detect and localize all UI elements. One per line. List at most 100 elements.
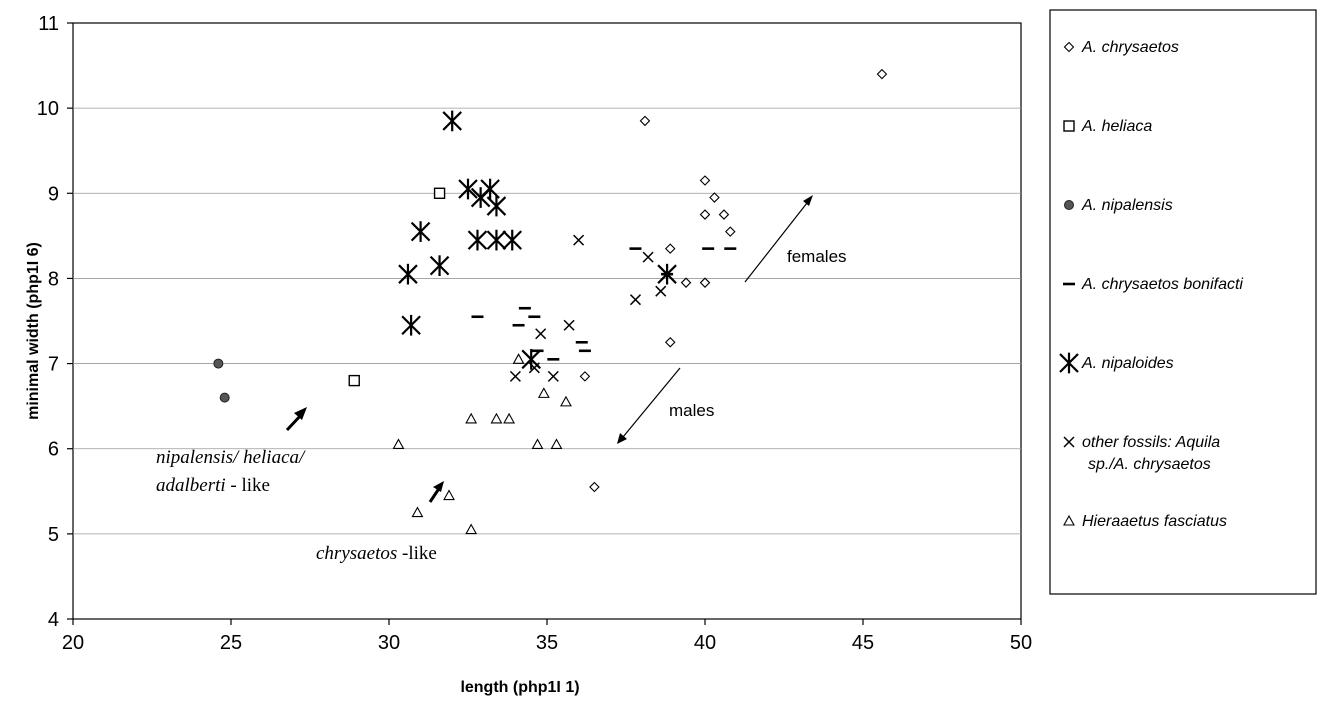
gridlines	[73, 107, 1021, 535]
point-x	[573, 234, 585, 246]
point-diamond	[725, 226, 736, 237]
chrysaetos-like-label: chrysaetos -like	[316, 543, 437, 564]
point-square	[433, 187, 446, 199]
legend-symbol-circle	[1064, 200, 1074, 210]
point-diamond	[579, 371, 591, 382]
point-diamond	[699, 175, 711, 186]
point-asterisk	[458, 178, 478, 200]
chrysaetos-like-arrowhead	[433, 481, 444, 492]
x-tick-label: 45	[852, 632, 874, 654]
legend-label: A. heliaca	[1081, 118, 1152, 135]
point-asterisk	[410, 221, 431, 242]
y-tick-label: 8	[48, 268, 59, 290]
legend-label-line2: sp./A. chrysaetos	[1088, 456, 1211, 473]
legend: A. chrysaetos A. heliaca A. nipalensis A. c…	[1059, 39, 1243, 530]
point-diamond	[639, 115, 651, 127]
point-triangle	[550, 438, 563, 450]
legend-label: A. nipaloides	[1081, 355, 1174, 372]
y-tick-label: 6	[48, 439, 59, 461]
x-tick-label: 40	[694, 632, 716, 654]
point-diamond	[664, 243, 676, 254]
point-diamond	[699, 209, 711, 220]
y-tick-label: 5	[48, 524, 59, 546]
y-tick-label: 10	[37, 98, 59, 120]
point-asterisk	[442, 110, 462, 132]
point-asterisk	[502, 229, 523, 251]
point-x	[642, 251, 654, 263]
x-axis-title: length (php1I 1)	[460, 679, 579, 696]
x-tick-label: 50	[1010, 632, 1032, 654]
females-label: females	[787, 247, 847, 266]
x-tick-label: 20	[62, 632, 84, 654]
nipalensis-like-arrowhead	[294, 407, 307, 420]
nipalensis-like-label-line1: nipalensis/ heliaca/	[156, 447, 306, 468]
chrysaetos-like-label-italic: chrysaetos	[316, 543, 397, 564]
point-diamond	[680, 277, 692, 288]
legend-label: A. chrysaetos bonifacti	[1081, 276, 1243, 293]
x-tick-label: 30	[378, 632, 400, 654]
legend-symbol-square	[1063, 120, 1075, 132]
males-arrowhead	[617, 433, 627, 444]
females-arrow-line	[744, 202, 808, 283]
nipalensis-like-label-italic: adalberti	[156, 475, 226, 496]
point-x	[535, 328, 547, 340]
data-marks	[213, 68, 888, 535]
point-asterisk	[401, 314, 421, 336]
point-triangle	[537, 387, 550, 398]
point-asterisk	[429, 255, 450, 277]
plot-frame	[72, 22, 1022, 620]
males-label: males	[669, 401, 714, 420]
point-asterisk	[398, 263, 418, 285]
y-tick-label: 9	[48, 183, 59, 205]
point-x	[563, 319, 575, 331]
point-diamond	[699, 277, 711, 288]
point-circle	[219, 392, 230, 403]
point-x	[629, 294, 642, 306]
point-x	[547, 370, 559, 382]
point-x	[655, 285, 667, 297]
nipalensis-like-label-rest: - like	[226, 475, 270, 496]
y-tick-label: 11	[38, 13, 59, 35]
legend-symbol-asterisk	[1059, 352, 1079, 374]
point-asterisk	[467, 229, 488, 251]
point-diamond	[664, 337, 676, 348]
legend-symbol-triangle	[1063, 514, 1075, 526]
point-asterisk	[470, 187, 491, 208]
y-tick-label: 4	[48, 609, 59, 631]
point-triangle	[560, 395, 572, 407]
point-triangle	[531, 438, 544, 450]
point-diamond	[876, 68, 888, 80]
point-asterisk	[657, 263, 677, 285]
point-triangle	[503, 412, 516, 424]
axes	[67, 22, 1022, 625]
point-triangle	[465, 523, 478, 535]
point-triangle	[490, 412, 503, 424]
point-circle	[213, 358, 224, 369]
point-x	[509, 370, 521, 382]
legend-label: A. nipalensis	[1081, 197, 1173, 214]
females-arrowhead	[803, 195, 813, 206]
point-triangle	[411, 506, 424, 518]
nipalensis-like-label-line2: adalberti - like	[156, 475, 270, 496]
point-asterisk	[486, 195, 507, 217]
point-asterisk	[486, 229, 507, 251]
x-tick-label: 35	[536, 632, 558, 654]
legend-label: Hieraaetus fasciatus	[1082, 513, 1227, 530]
point-triangle	[465, 412, 478, 424]
males-arrow-line	[622, 367, 681, 438]
point-triangle	[443, 489, 455, 501]
legend-symbol-x	[1063, 436, 1075, 448]
x-tick-label: 25	[220, 632, 242, 654]
y-axis-title: minimal width (php1I 6)	[25, 242, 42, 420]
legend-label: A. chrysaetos	[1081, 39, 1179, 56]
legend-label: other fossils: Aquila	[1082, 434, 1220, 451]
point-triangle	[512, 353, 525, 364]
point-diamond	[718, 209, 730, 220]
point-diamond	[709, 192, 720, 203]
point-x	[528, 362, 540, 374]
plot-area	[72, 22, 1022, 620]
point-diamond	[589, 481, 600, 493]
point-square	[348, 374, 360, 387]
